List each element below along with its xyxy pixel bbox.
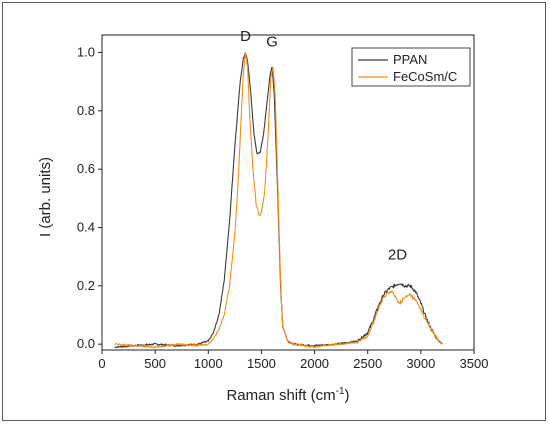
x-tick-label: 1000	[194, 356, 223, 371]
annotations: D G 2D	[240, 28, 407, 264]
x-tick-label: 2500	[353, 356, 382, 371]
y-tick-label: 0.2	[77, 278, 95, 293]
x-tick-label: 500	[144, 356, 166, 371]
chart-frame	[2, 2, 546, 421]
x-axis-title-main: Raman shift (cm	[226, 387, 335, 404]
plot-border	[101, 34, 475, 351]
peak-label-2d: 2D	[388, 247, 407, 264]
y-tick-label: 0.8	[77, 103, 95, 118]
y-tick-label: 1.0	[77, 45, 95, 60]
legend: PPAN FeCoSm/C	[351, 47, 471, 87]
legend-label-ppan: PPAN	[393, 52, 427, 67]
ticks-layer: 0 500 1000 1500 2000 2500 3000 3500 0.0 0.2 0.4 0.6…	[77, 45, 489, 372]
y-tick-label: 0.4	[77, 220, 95, 235]
y-tick-label: 0.6	[77, 161, 95, 176]
x-axis-title: Raman shift (cm-1)	[226, 386, 349, 404]
x-tick-label: 3000	[406, 356, 435, 371]
series-layer	[114, 51, 443, 349]
peak-label-g: G	[266, 34, 278, 51]
x-tick-label: 2000	[300, 356, 329, 371]
x-tick-label: 3500	[460, 356, 489, 371]
peak-label-d: D	[240, 28, 251, 45]
y-tick-label: 0.0	[77, 336, 95, 351]
x-axis-title-end: )	[345, 387, 350, 404]
legend-box	[351, 47, 471, 87]
x-tick-label: 0	[98, 356, 105, 371]
x-tick-label: 1500	[247, 356, 276, 371]
series-line-fecosm-c	[114, 51, 443, 349]
plot-area	[101, 34, 475, 351]
legend-label-fecosm: FeCoSm/C	[393, 69, 457, 84]
x-axis-title-superscript: -1	[336, 386, 345, 397]
y-axis-title: I (arb. units)	[37, 157, 54, 237]
